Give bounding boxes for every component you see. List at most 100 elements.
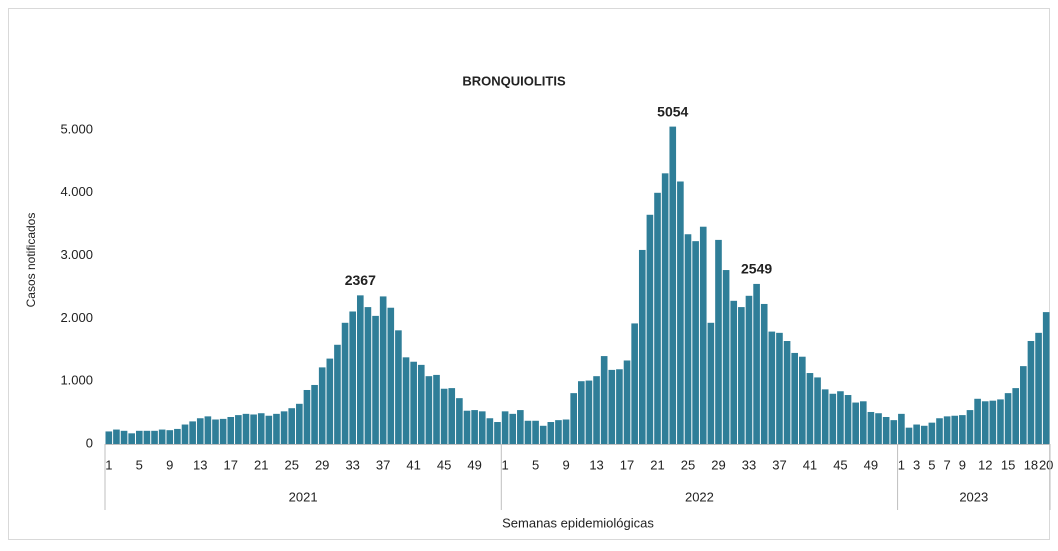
group-label: 2021 [289,489,318,504]
bar [852,402,859,444]
bar [760,303,768,444]
bar [242,413,250,444]
bar [623,360,631,444]
bar [616,369,623,444]
bar [928,422,936,444]
bar [273,413,280,444]
bar [532,420,539,444]
bar [898,413,905,444]
x-tick-label: 25 [681,457,695,472]
bar [943,416,951,444]
bar [379,296,387,444]
bar [166,430,174,444]
bar [471,410,478,444]
y-tick-label: 4.000 [60,184,93,199]
chart-title: BRONQUIOLITIS [462,73,566,88]
bar [608,369,616,444]
bar [120,430,128,444]
bar [478,411,486,444]
bar [501,411,509,444]
bar [486,418,494,444]
y-tick-label: 1.000 [60,373,93,388]
bar [692,241,699,444]
bar [395,330,402,444]
x-tick-label: 13 [589,457,603,472]
bar [768,331,776,444]
bar [250,414,257,444]
x-tick-label: 29 [315,457,329,472]
x-tick-label: 20 [1039,457,1053,472]
bar [105,431,113,444]
bar [1035,332,1042,444]
bar [288,408,296,444]
bar [1004,393,1012,444]
bar [296,403,303,444]
bar [913,424,920,444]
bar [364,307,372,444]
bar [1012,388,1020,444]
bar [562,419,570,444]
bar [799,356,806,444]
x-tick-label: 37 [772,457,786,472]
bar [821,389,829,444]
bar [593,376,600,444]
x-tick-label: 49 [864,457,878,472]
bar [1020,366,1027,444]
group-label: 2023 [959,489,988,504]
bar [174,428,181,444]
bar [974,398,981,444]
bar [555,420,562,444]
x-tick-label: 29 [711,457,725,472]
x-tick-label: 45 [833,457,847,472]
bar [715,239,722,444]
bar [570,393,577,444]
bar [699,226,707,444]
bar [959,415,966,444]
bar [151,430,158,444]
bar [905,427,913,444]
x-tick-label: 18 [1024,457,1038,472]
bar [539,425,547,444]
x-tick-label: 17 [620,457,634,472]
bar [722,270,730,444]
bar [257,413,265,444]
bar [677,181,684,444]
bar [334,344,341,444]
chart-frame [8,8,1050,540]
bar [265,415,273,444]
bar [387,307,395,444]
bar [433,374,440,444]
group-label: 2022 [685,489,714,504]
bar [410,361,417,444]
bar [859,401,867,444]
x-tick-label: 9 [166,457,173,472]
bar [113,429,120,444]
x-tick-label: 1 [501,457,508,472]
data-label: 5054 [657,103,688,119]
bar [875,413,882,444]
bar [844,395,852,444]
bar [654,192,661,444]
bar [219,418,227,444]
bar [806,373,814,444]
bar [280,411,288,444]
bar [783,341,791,444]
bar [181,424,189,444]
bar [669,126,677,445]
bar [425,376,433,444]
bar [837,391,844,444]
x-tick-label: 9 [562,457,569,472]
x-tick-label: 1 [898,457,905,472]
bar [1027,341,1035,444]
bar [349,311,356,444]
bar [417,364,425,444]
x-tick-label: 41 [803,457,817,472]
bar [981,401,989,444]
x-tick-label: 5 [136,457,143,472]
bar [303,389,311,444]
x-axis-label: Semanas epidemiológicas [502,515,654,530]
bar [326,358,334,444]
bar [227,416,235,444]
bar [585,380,593,444]
